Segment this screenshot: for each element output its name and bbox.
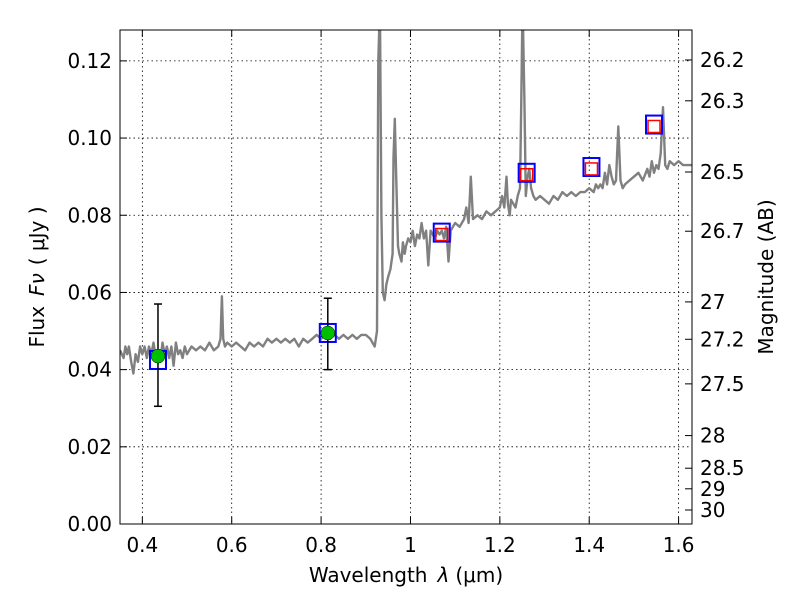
ground-photometry-point [150,348,166,364]
model-photometry-box [517,162,536,183]
hst-photometry-box [647,119,661,134]
x-tick-label: 1 [404,533,417,557]
hst-photometry-box [584,162,599,176]
spectrum-line [120,30,692,375]
y-tick-label: 0.10 [67,126,112,150]
y2-tick-label: 26.3 [700,89,745,113]
y-axis-label: FluxFν( μJy ) [25,206,49,347]
plot-frame [119,29,693,525]
y2-tick-label: 26.2 [700,48,745,72]
y-tick-label: 0.06 [67,280,112,304]
x-tick-label: 0.4 [126,533,158,557]
x-tick-label: 0.6 [216,533,248,557]
x-tick-label: 1.2 [484,533,516,557]
x-tick-label: 1.4 [573,533,605,557]
y-tick-label: 0.00 [67,512,112,536]
x-axis-label: Wavelength λ (μm) [309,563,503,587]
y2-tick-label: 30 [700,498,725,522]
y2-tick-label: 27.5 [700,372,745,396]
model-photometry-box [645,114,664,135]
markers-layer [148,114,664,408]
y2-tick-label: 27.2 [700,327,745,351]
y2-tick-label: 28 [700,424,725,448]
y2-tick-label: 27 [700,290,725,314]
ticks-layer: 0.4 0.6 0.8 1 1.2 1.4 1.6 0.00 0.02 0.04 0.06 0.08 0… [67,30,745,557]
y-tick-label: 0.02 [67,435,112,459]
spectrum-layer [120,30,692,375]
y2-tick-label: 26.7 [700,219,745,243]
x-tick-label: 0.8 [305,533,337,557]
model-photometry-box [582,157,601,178]
y-tick-label: 0.04 [67,358,112,382]
y2-tick-label: 26.5 [700,160,745,184]
ground-photometry-point [320,325,336,341]
x-tick-label: 1.6 [663,533,695,557]
y2-axis-label: Magnitude (AB) [754,199,778,354]
y2-tick-label: 29 [700,477,725,501]
y-tick-label: 0.12 [67,49,112,73]
y-tick-label: 0.08 [67,203,112,227]
model-photometry-box [432,222,451,243]
y2-tick-label: 28.5 [700,456,745,480]
hst-photometry-box [435,227,449,242]
hst-photometry-box [519,167,534,182]
